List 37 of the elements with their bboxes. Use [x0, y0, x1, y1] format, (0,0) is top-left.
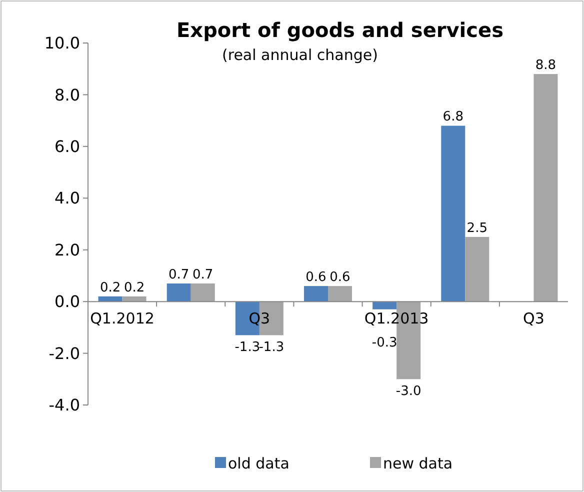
data-label: -1.3 [234, 340, 260, 356]
y-tick-label: 8.0 [54, 85, 80, 104]
bar [372, 302, 397, 310]
x-tick-label: Q3 [248, 310, 270, 328]
x-tick-label: Q3 [523, 310, 544, 328]
data-label: 0.7 [168, 267, 190, 282]
data-label: -0.3 [372, 336, 398, 351]
y-tick-label: 2.0 [54, 240, 80, 260]
bar [534, 74, 558, 302]
bar [166, 283, 191, 302]
data-label: 0.7 [192, 267, 214, 282]
data-label: 0.6 [330, 270, 350, 286]
x-tick-label: Q1.2013 [364, 310, 429, 328]
y-tick-label: -2.0 [48, 344, 80, 363]
y-tick-label: 4.0 [54, 188, 80, 208]
bar [304, 286, 328, 302]
data-label: -3.0 [396, 384, 422, 400]
x-tick-label: Q1.2012 [90, 310, 154, 328]
y-tick-label: 10.0 [44, 34, 80, 53]
bar [465, 236, 490, 302]
data-label: 2.5 [466, 220, 488, 236]
y-tick-label: 0.0 [54, 292, 80, 312]
y-tick-label: -4.0 [48, 396, 80, 415]
chart-title: Export of goods and services [176, 18, 504, 42]
y-tick-label: 6.0 [54, 137, 80, 156]
bar [328, 286, 352, 302]
data-label: 0.2 [100, 280, 121, 296]
bar [190, 283, 215, 302]
legend-label: old data [228, 454, 290, 472]
bar [441, 126, 466, 302]
chart-subtitle: (real annual change) [222, 46, 378, 64]
data-label: 0.6 [306, 270, 326, 286]
legend-label: new data [383, 454, 453, 472]
data-label: 6.8 [442, 110, 464, 125]
data-label: -1.3 [258, 340, 284, 356]
data-label: 8.8 [535, 58, 556, 74]
data-label: 0.2 [124, 280, 145, 296]
